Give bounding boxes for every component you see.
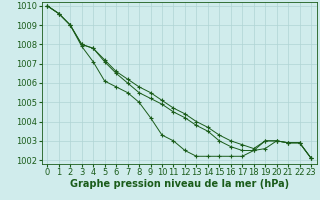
- X-axis label: Graphe pression niveau de la mer (hPa): Graphe pression niveau de la mer (hPa): [70, 179, 289, 189]
